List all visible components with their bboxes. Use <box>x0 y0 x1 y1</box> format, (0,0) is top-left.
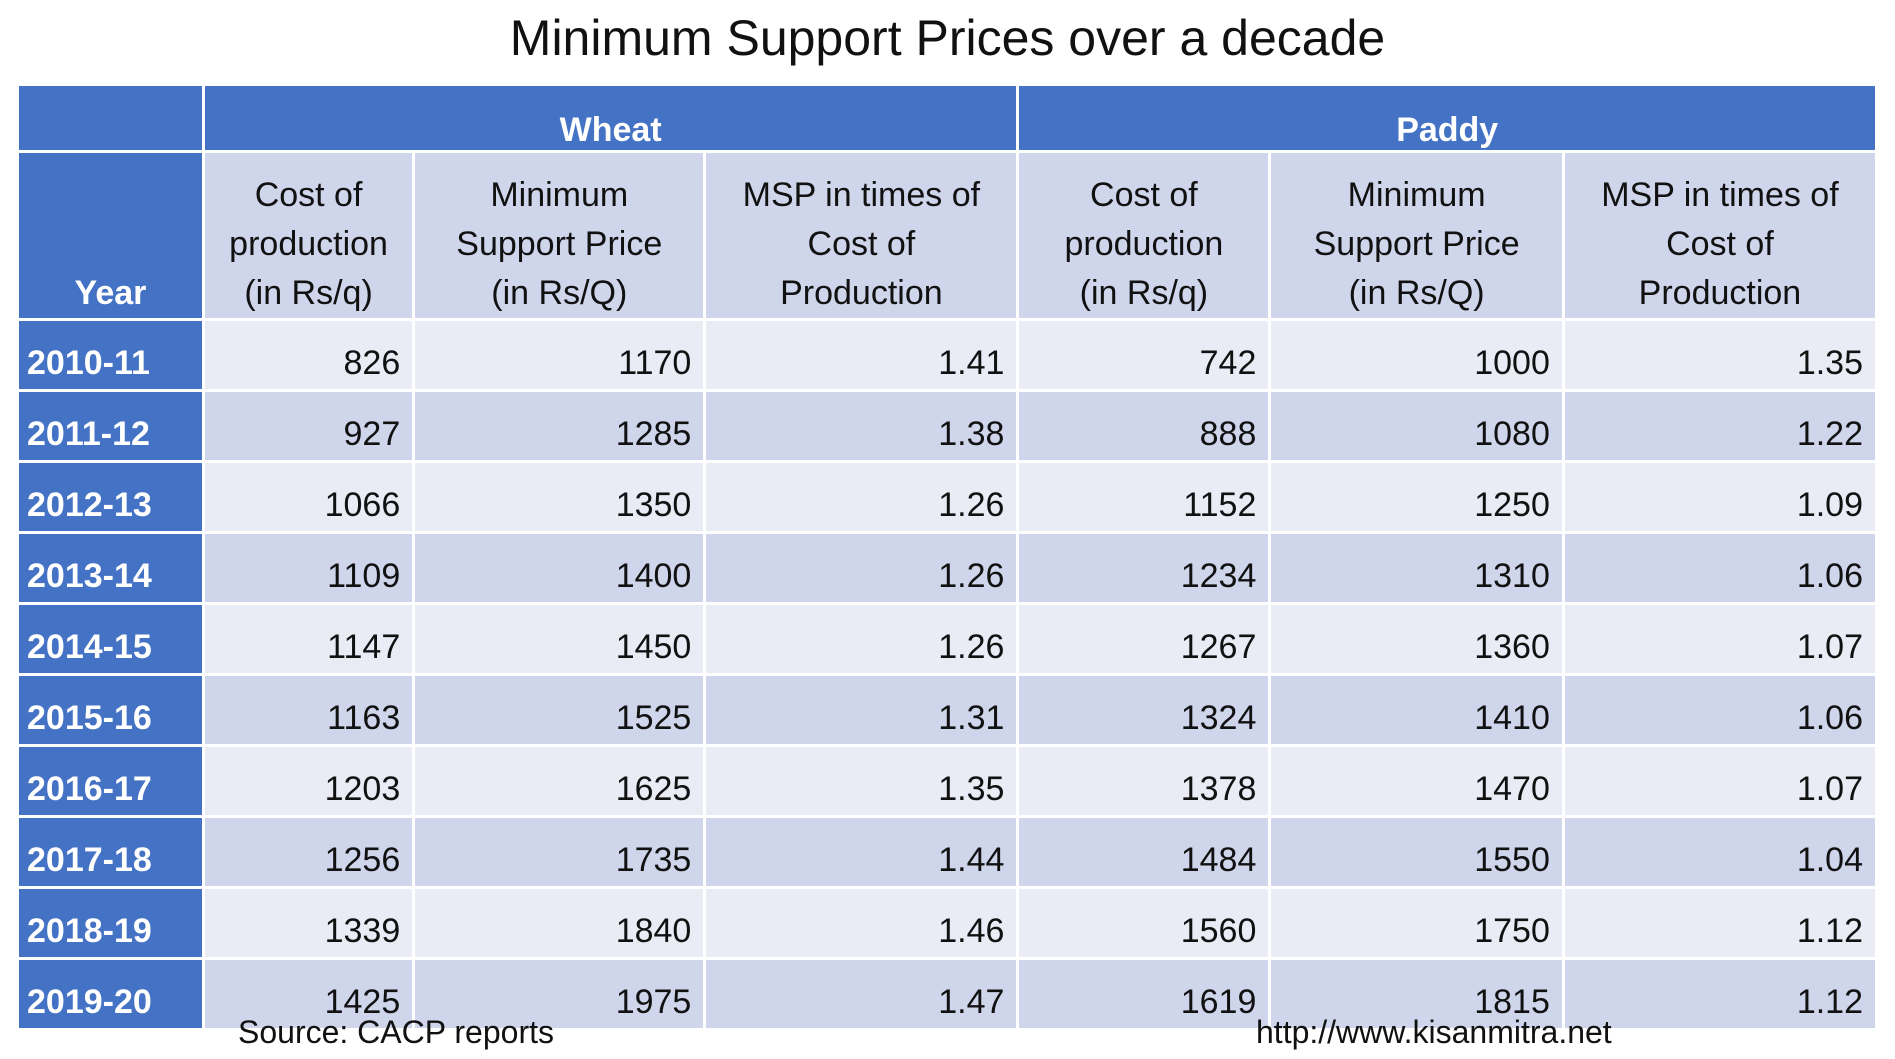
wheat-cost-cell: 1109 <box>201 531 416 605</box>
paddy-ratio-header: MSP in times of Cost of Production <box>1561 150 1879 321</box>
wheat-cost-cell: 1163 <box>201 673 416 747</box>
source-note: Source: CACP reports <box>238 1014 554 1050</box>
paddy-cost-cell: 1234 <box>1016 531 1272 605</box>
paddy-ratio-cell: 1.07 <box>1561 602 1879 676</box>
year-header: Year <box>16 150 205 321</box>
paddy-msp-cell: 1815 <box>1268 957 1565 1031</box>
paddy-cost-header: Cost of production (in Rs/q) <box>1016 150 1272 321</box>
wheat-ratio-cell: 1.31 <box>703 673 1020 747</box>
wheat-msp-cell: 1170 <box>412 318 707 392</box>
paddy-ratio-cell: 1.09 <box>1561 460 1879 534</box>
chart-title: Minimum Support Prices over a decade <box>509 10 1386 66</box>
paddy-msp-cell: 1000 <box>1268 318 1565 392</box>
paddy-ratio-cell: 1.35 <box>1561 318 1879 392</box>
wheat-cost-cell: 826 <box>201 318 416 392</box>
column-header-row: Year Cost of production (in Rs/q) Minimum S… <box>16 150 1879 321</box>
year-cell: 2014-15 <box>16 602 205 676</box>
paddy-cost-cell: 1324 <box>1016 673 1272 747</box>
wheat-ratio-cell: 1.26 <box>703 531 1020 605</box>
table-row: 2018-19 1339 1840 1.46 1560 1750 1.12 <box>16 886 1879 960</box>
paddy-cost-cell: 742 <box>1016 318 1272 392</box>
wheat-msp-header: Minimum Support Price (in Rs/Q) <box>412 150 707 321</box>
group-header-paddy: Paddy <box>1016 83 1878 153</box>
paddy-cost-cell: 1378 <box>1016 744 1272 818</box>
year-cell: 2018-19 <box>16 886 205 960</box>
wheat-ratio-cell: 1.38 <box>703 389 1020 463</box>
paddy-msp-cell: 1250 <box>1268 460 1565 534</box>
wheat-ratio-cell: 1.46 <box>703 886 1020 960</box>
year-cell: 2017-18 <box>16 815 205 889</box>
paddy-ratio-cell: 1.06 <box>1561 531 1879 605</box>
group-header-row: Wheat Paddy <box>16 83 1878 153</box>
paddy-ratio-cell: 1.12 <box>1561 957 1879 1031</box>
website-url: http://www.kisanmitra.net <box>1256 1014 1612 1050</box>
paddy-ratio-cell: 1.22 <box>1561 389 1879 463</box>
paddy-ratio-cell: 1.12 <box>1561 886 1879 960</box>
table-row: 2011-12 927 1285 1.38 888 1080 1.22 <box>16 389 1879 463</box>
paddy-ratio-cell: 1.06 <box>1561 673 1879 747</box>
wheat-msp-cell: 1975 <box>412 957 707 1031</box>
year-cell: 2011-12 <box>16 389 205 463</box>
paddy-cost-cell: 1619 <box>1016 957 1272 1031</box>
paddy-cost-cell: 1267 <box>1016 602 1272 676</box>
wheat-cost-cell: 1339 <box>201 886 416 960</box>
paddy-ratio-cell: 1.04 <box>1561 815 1879 889</box>
paddy-msp-cell: 1550 <box>1268 815 1565 889</box>
paddy-msp-cell: 1470 <box>1268 744 1565 818</box>
wheat-ratio-cell: 1.35 <box>703 744 1020 818</box>
year-cell: 2010-11 <box>16 318 205 392</box>
table-row: 2014-15 1147 1450 1.26 1267 1360 1.07 <box>16 602 1879 676</box>
wheat-cost-cell: 1066 <box>201 460 416 534</box>
wheat-cost-cell: 1203 <box>201 744 416 818</box>
year-cell: 2013-14 <box>16 531 205 605</box>
corner-cell <box>16 83 205 153</box>
wheat-msp-cell: 1840 <box>412 886 707 960</box>
paddy-msp-cell: 1410 <box>1268 673 1565 747</box>
wheat-msp-cell: 1285 <box>412 389 707 463</box>
wheat-msp-cell: 1350 <box>412 460 707 534</box>
table-row: 2012-13 1066 1350 1.26 1152 1250 1.09 <box>16 460 1879 534</box>
paddy-msp-header: Minimum Support Price (in Rs/Q) <box>1268 150 1565 321</box>
year-cell: 2015-16 <box>16 673 205 747</box>
year-cell: 2019-20 <box>16 957 205 1031</box>
table-row: 2015-16 1163 1525 1.31 1324 1410 1.06 <box>16 673 1879 747</box>
wheat-ratio-header: MSP in times of Cost of Production <box>703 150 1020 321</box>
wheat-msp-cell: 1400 <box>412 531 707 605</box>
wheat-msp-cell: 1735 <box>412 815 707 889</box>
wheat-cost-cell: 1256 <box>201 815 416 889</box>
table-body: 2010-11 826 1170 1.41 742 1000 1.35 2011-12 927 1… <box>16 318 1879 1031</box>
wheat-ratio-cell: 1.47 <box>703 957 1020 1031</box>
table-row: 2019-20 1425 1975 1.47 1619 1815 1.12 <box>16 957 1879 1031</box>
paddy-msp-cell: 1360 <box>1268 602 1565 676</box>
table-row: 2010-11 826 1170 1.41 742 1000 1.35 <box>16 318 1879 392</box>
table-row: 2017-18 1256 1735 1.44 1484 1550 1.04 <box>16 815 1879 889</box>
wheat-cost-cell: 927 <box>201 389 416 463</box>
paddy-ratio-cell: 1.07 <box>1561 744 1879 818</box>
group-header-wheat: Wheat <box>201 83 1020 153</box>
wheat-ratio-cell: 1.41 <box>703 318 1020 392</box>
wheat-cost-header: Cost of production (in Rs/q) <box>201 150 416 321</box>
table-row: 2013-14 1109 1400 1.26 1234 1310 1.06 <box>16 531 1879 605</box>
table-row: 2016-17 1203 1625 1.35 1378 1470 1.07 <box>16 744 1879 818</box>
wheat-ratio-cell: 1.44 <box>703 815 1020 889</box>
paddy-cost-cell: 1152 <box>1016 460 1272 534</box>
paddy-msp-cell: 1310 <box>1268 531 1565 605</box>
wheat-cost-cell: 1425 <box>201 957 416 1031</box>
wheat-ratio-cell: 1.26 <box>703 602 1020 676</box>
paddy-msp-cell: 1080 <box>1268 389 1565 463</box>
paddy-cost-cell: 1484 <box>1016 815 1272 889</box>
paddy-cost-cell: 1560 <box>1016 886 1272 960</box>
year-cell: 2016-17 <box>16 744 205 818</box>
wheat-msp-cell: 1625 <box>412 744 707 818</box>
wheat-msp-cell: 1525 <box>412 673 707 747</box>
msp-table: Wheat Paddy Year Cost of production (in Rs… <box>16 83 1879 1031</box>
paddy-msp-cell: 1750 <box>1268 886 1565 960</box>
wheat-cost-cell: 1147 <box>201 602 416 676</box>
wheat-ratio-cell: 1.26 <box>703 460 1020 534</box>
paddy-cost-cell: 888 <box>1016 389 1272 463</box>
year-cell: 2012-13 <box>16 460 205 534</box>
wheat-msp-cell: 1450 <box>412 602 707 676</box>
